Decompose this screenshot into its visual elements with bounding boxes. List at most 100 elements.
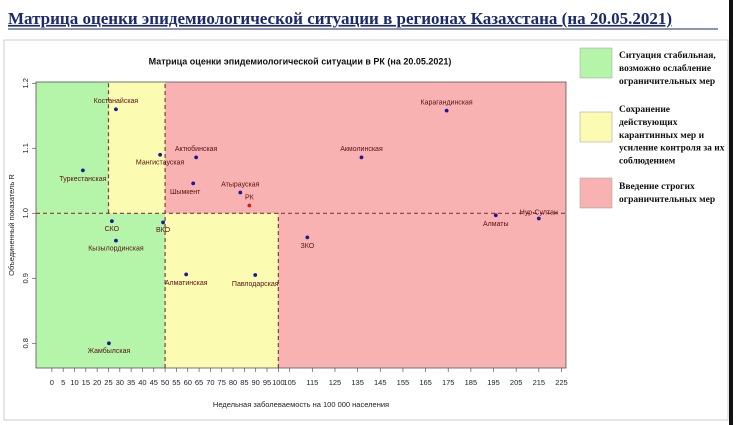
point-label: Алматы — [483, 221, 509, 228]
zone — [36, 213, 166, 368]
point-label: Карагандинская — [421, 99, 473, 106]
point — [305, 235, 310, 240]
point-label: Акмолинская — [340, 146, 383, 153]
point — [493, 213, 498, 218]
point — [184, 272, 189, 277]
legend-label: возможно ослабление — [619, 63, 711, 74]
zone — [36, 82, 109, 214]
x-tick-label: 5 — [61, 378, 65, 387]
x-tick-label: 75 — [218, 378, 226, 387]
plot-frame — [35, 81, 567, 369]
point-label: Нур-Султан — [520, 209, 558, 216]
point-label: СКО — [105, 226, 120, 233]
x-tick-label: 35 — [127, 378, 135, 387]
point — [444, 108, 449, 113]
x-tick-label: 215 — [533, 378, 546, 387]
point — [161, 220, 165, 225]
point — [114, 238, 118, 243]
plot: 0 5 10 15 20 25 30 35 40 45 50 55 60 65 70 75 80 85 90 95 10… — [21, 78, 568, 387]
point-label: Атырауская — [221, 181, 259, 188]
point — [114, 107, 118, 112]
point-label: ЗКО — [301, 243, 315, 250]
point — [247, 203, 252, 208]
point — [536, 216, 541, 221]
x-tick-label: 20 — [93, 378, 101, 387]
point — [107, 341, 111, 346]
zone — [108, 82, 166, 214]
point-label: Актюбинская — [175, 145, 218, 153]
x-tick-label: 165 — [419, 378, 432, 387]
legend-label: Ситуация стабильная, — [619, 50, 716, 61]
legend-label: Введение строгих — [619, 182, 695, 192]
x-tick-label: 100 — [272, 378, 285, 387]
zone — [165, 213, 279, 368]
legend-swatch — [579, 177, 613, 209]
x-tick-label: 225 — [555, 378, 568, 387]
zone — [165, 82, 566, 214]
legend: Ситуация стабильная, возможно ослабление о… — [579, 47, 725, 209]
x-tick-label: 25 — [104, 378, 112, 387]
point-label: РК — [245, 194, 255, 201]
point-label: Жамбылская — [88, 347, 131, 355]
point-label: Алматинская — [165, 280, 208, 287]
x-tick-label: 115 — [306, 378, 318, 387]
x-tick-label: 0 — [50, 378, 54, 387]
page-title: Матрица оценки эпидемиологической ситуац… — [8, 9, 672, 28]
x-tick-label: 155 — [397, 378, 410, 387]
x-axis-label: Недельная заболеваемость на 100 000 насе… — [213, 400, 389, 409]
point — [238, 190, 243, 195]
y-tick-label: 1.0 — [21, 208, 30, 218]
x-tick-label: 10 — [70, 378, 78, 387]
point-label: Мангистауская — [136, 160, 185, 167]
x-tick-label: 65 — [195, 378, 203, 387]
x-tick-label: 195 — [487, 378, 500, 387]
x-tick-label: 145 — [374, 378, 387, 387]
x-tick-label: 50 — [161, 378, 169, 387]
x-tick-label: 45 — [150, 378, 158, 387]
point — [80, 168, 85, 173]
x-tick-label: 105 — [283, 378, 296, 387]
legend-swatch — [579, 111, 613, 143]
y-tick-label: 1.2 — [21, 78, 30, 88]
x-tick-label: 60 — [184, 378, 192, 387]
legend-label: карантинных мер и — [619, 131, 705, 141]
x-tick-label: 40 — [138, 378, 146, 387]
point — [158, 152, 163, 157]
point — [109, 219, 114, 224]
legend-swatch — [579, 47, 613, 79]
x-tick-label: 70 — [206, 378, 214, 387]
legend-label: ограничительных мер — [619, 77, 715, 87]
y-tick-label: 1.1 — [21, 143, 30, 153]
x-tick-label: 90 — [252, 378, 260, 387]
point-label: Туркестанская — [59, 176, 106, 183]
x-tick-label: 185 — [465, 378, 478, 387]
x-tick-label: 15 — [82, 378, 90, 387]
x-tick-label: 135 — [351, 378, 364, 387]
point-label: Павлодарская — [232, 281, 279, 288]
x-tick-label: 85 — [240, 378, 248, 387]
legend-label: усиление контроля за их — [619, 144, 725, 154]
x-tick-label: 205 — [510, 378, 523, 387]
edge-bar — [729, 0, 733, 425]
legend-label: действующих — [619, 117, 678, 128]
x-tick-label: 30 — [116, 378, 124, 387]
legend-label: ограничительных мер — [619, 195, 715, 205]
point — [359, 155, 364, 160]
x-tick-label: 125 — [329, 378, 342, 387]
point-label: Шымкент — [170, 189, 201, 196]
point — [191, 181, 196, 186]
chart-title: Матрица оценки эпидемиологической ситуац… — [149, 56, 452, 66]
x-tick-label: 80 — [229, 378, 237, 387]
point-label: Костанайская — [94, 97, 139, 105]
point-label: Кызылординская — [88, 245, 144, 252]
point — [253, 273, 258, 277]
x-tick-label: 55 — [172, 378, 180, 387]
zone — [278, 213, 566, 368]
x-tick-label: 175 — [442, 378, 455, 387]
point — [194, 155, 199, 160]
legend-label: Сохранение — [619, 105, 670, 115]
y-tick-label: 0.8 — [21, 338, 30, 348]
x-tick-label: 95 — [263, 378, 271, 387]
legend-label: соблюдением — [619, 155, 676, 166]
